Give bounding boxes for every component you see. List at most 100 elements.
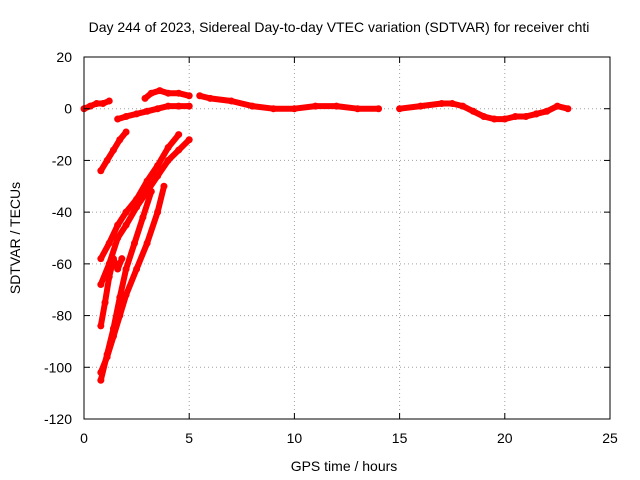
data-point bbox=[133, 265, 141, 273]
data-point bbox=[185, 102, 193, 110]
data-point bbox=[122, 208, 130, 216]
data-series bbox=[80, 87, 572, 384]
data-point bbox=[143, 107, 151, 115]
y-tick-label: -100 bbox=[44, 359, 72, 375]
data-point bbox=[114, 234, 122, 242]
data-point bbox=[417, 102, 425, 110]
data-point bbox=[122, 112, 130, 120]
data-point bbox=[501, 115, 509, 123]
chart-title: Day 244 of 2023, Sidereal Day-to-day VTE… bbox=[89, 19, 590, 35]
data-point bbox=[160, 182, 168, 190]
data-point bbox=[143, 177, 151, 185]
grid bbox=[84, 57, 610, 419]
data-point bbox=[154, 162, 162, 170]
series-line bbox=[533, 103, 571, 117]
data-point bbox=[105, 239, 113, 247]
data-point bbox=[93, 100, 101, 108]
data-point bbox=[105, 97, 113, 105]
data-point bbox=[97, 167, 105, 175]
data-point bbox=[97, 376, 105, 384]
data-point bbox=[147, 89, 155, 97]
x-tick-label: 0 bbox=[80, 430, 88, 446]
data-point bbox=[490, 115, 498, 123]
y-tick-label: -120 bbox=[44, 411, 72, 427]
series-arc-2 bbox=[114, 102, 193, 123]
series-arc-10 bbox=[97, 255, 126, 330]
data-point bbox=[109, 325, 117, 332]
data-point bbox=[97, 322, 105, 330]
data-point bbox=[543, 107, 551, 115]
data-point bbox=[164, 156, 172, 164]
data-point bbox=[154, 105, 162, 113]
data-point bbox=[114, 265, 122, 273]
data-point bbox=[99, 100, 107, 108]
data-point bbox=[154, 172, 162, 180]
y-tick-label: -20 bbox=[52, 152, 72, 168]
data-point bbox=[122, 265, 130, 273]
series-arc-6 bbox=[532, 102, 572, 118]
data-point bbox=[480, 112, 488, 120]
data-point bbox=[133, 110, 141, 118]
data-point bbox=[143, 239, 151, 247]
data-point bbox=[141, 94, 149, 102]
data-point bbox=[156, 87, 164, 95]
data-point bbox=[553, 102, 561, 110]
data-point bbox=[175, 146, 183, 154]
data-point bbox=[248, 102, 256, 110]
data-point bbox=[311, 102, 319, 110]
data-point bbox=[290, 105, 298, 113]
data-point bbox=[469, 107, 477, 115]
data-point bbox=[109, 255, 117, 263]
data-point bbox=[354, 105, 362, 113]
data-point bbox=[206, 94, 214, 102]
data-point bbox=[448, 100, 456, 108]
y-tick-label: 0 bbox=[64, 101, 72, 117]
data-point bbox=[332, 102, 340, 110]
data-point bbox=[564, 105, 572, 113]
data-point bbox=[375, 105, 383, 113]
data-point bbox=[396, 105, 404, 113]
data-point bbox=[175, 102, 183, 110]
y-axis-label: SDTVAR / TECUs bbox=[7, 182, 23, 294]
data-point bbox=[154, 208, 162, 216]
x-axis-label: GPS time / hours bbox=[291, 458, 398, 474]
data-point bbox=[269, 105, 277, 113]
data-point bbox=[109, 146, 117, 154]
data-point bbox=[116, 136, 124, 144]
data-point bbox=[196, 92, 204, 100]
y-tick-label: -40 bbox=[52, 204, 72, 220]
data-point bbox=[511, 112, 519, 120]
series-line bbox=[196, 92, 382, 112]
series-arc-5 bbox=[396, 100, 540, 123]
x-tick-label: 5 bbox=[185, 430, 193, 446]
data-point bbox=[164, 144, 172, 151]
plot-frame bbox=[83, 56, 611, 420]
data-point bbox=[133, 203, 141, 211]
data-point bbox=[459, 102, 467, 110]
data-point bbox=[101, 299, 109, 307]
series-line bbox=[97, 188, 155, 384]
data-point bbox=[118, 255, 126, 263]
data-point bbox=[185, 136, 193, 144]
data-point bbox=[532, 110, 540, 118]
y-tick-label: -60 bbox=[52, 256, 72, 272]
series-arc-7 bbox=[97, 128, 130, 175]
data-point bbox=[139, 213, 147, 221]
data-point bbox=[86, 102, 94, 110]
series-line bbox=[97, 136, 193, 288]
data-point bbox=[164, 102, 172, 110]
x-tick-label: 15 bbox=[392, 430, 408, 446]
data-point bbox=[122, 221, 130, 229]
data-point bbox=[122, 291, 130, 299]
data-point bbox=[122, 128, 130, 136]
series-arc-12 bbox=[97, 187, 155, 384]
x-tick-label: 10 bbox=[287, 430, 303, 446]
series-arc-1 bbox=[80, 97, 113, 113]
y-tick-label: 20 bbox=[56, 49, 72, 65]
data-point bbox=[103, 156, 111, 164]
data-point bbox=[105, 273, 113, 281]
data-point bbox=[114, 115, 122, 123]
axis-ticks: 0 5 10 15 20 25 -120 -100 -80 -60 -40 -20 0 20 bbox=[44, 49, 618, 446]
data-point bbox=[97, 255, 105, 263]
